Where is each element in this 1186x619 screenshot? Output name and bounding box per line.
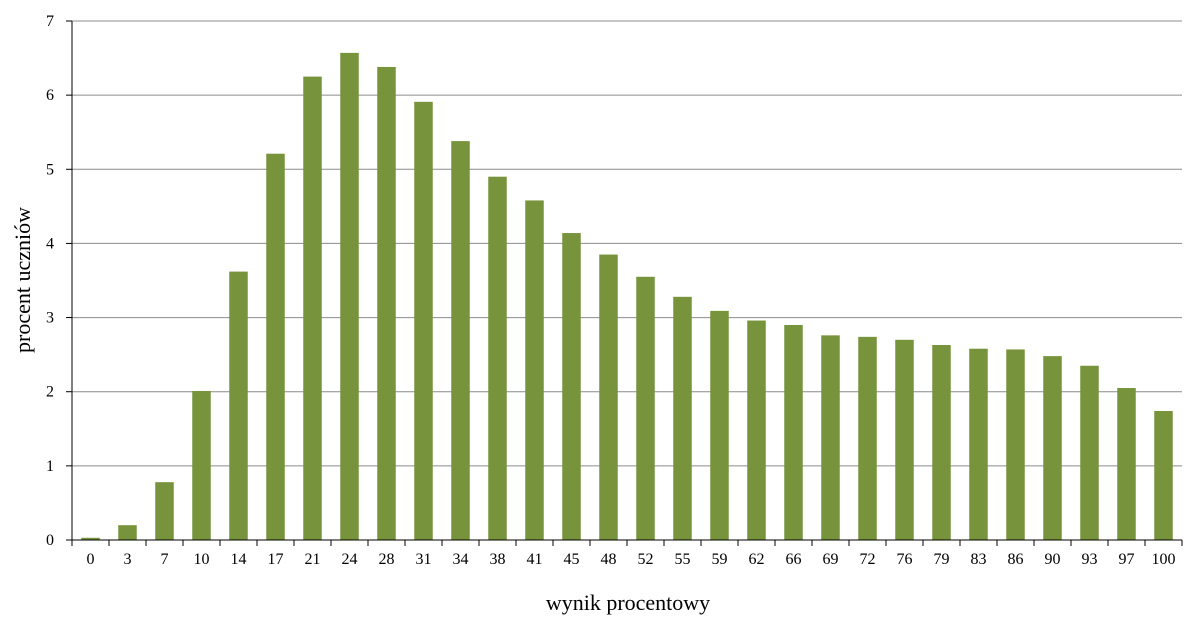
bars (81, 52, 1173, 541)
x-tick-label: 93 (1082, 551, 1098, 568)
x-tick-label: 28 (379, 551, 395, 568)
bar-83 (969, 348, 988, 540)
x-tick-label: 62 (749, 551, 765, 568)
bar-97 (1117, 388, 1136, 540)
bar-31 (414, 101, 433, 541)
x-tick-label: 59 (712, 551, 728, 568)
bar-69 (821, 335, 840, 540)
x-tick-label: 90 (1045, 551, 1061, 568)
x-tick-label: 38 (490, 551, 506, 568)
bar-10 (192, 390, 211, 540)
x-tick-label: 55 (675, 551, 691, 568)
x-tick-label: 86 (1008, 551, 1024, 568)
bar-0 (81, 537, 100, 540)
bar-38 (488, 176, 507, 540)
bar-76 (895, 339, 914, 540)
x-tick-label: 83 (971, 551, 987, 568)
x-tick-label: 66 (786, 551, 802, 568)
y-tick-label: 1 (46, 458, 54, 475)
x-tick-label: 100 (1152, 551, 1176, 568)
y-tick-label: 2 (46, 384, 54, 401)
x-tick-label: 24 (342, 551, 358, 568)
bar-100 (1154, 410, 1173, 540)
bar-90 (1043, 356, 1062, 540)
x-tick-label: 76 (897, 551, 913, 568)
bar-72 (858, 336, 877, 540)
bar-48 (599, 254, 618, 541)
x-tick-label: 10 (194, 551, 210, 568)
y-tick-label: 4 (46, 235, 54, 252)
y-axis-title: procent uczniów (10, 207, 35, 353)
y-tick-labels: 0 1 2 3 4 5 6 7 (46, 13, 54, 549)
x-tick-label: 41 (527, 551, 543, 568)
axes (66, 20, 1183, 546)
x-tick-label: 79 (934, 551, 950, 568)
bar-21 (303, 76, 322, 540)
y-tick-label: 5 (46, 161, 54, 178)
bar-86 (1006, 349, 1025, 540)
bar-34 (451, 141, 470, 540)
x-tick-labels: 0 3 7 10 14 17 21 24 28 31 34 38 41 45 48 52 55 59 62 66 69 7… (87, 551, 1176, 568)
bar-24 (340, 52, 359, 540)
x-tick-label: 34 (453, 551, 469, 568)
bar-45 (562, 233, 581, 540)
bar-14 (229, 271, 248, 540)
x-tick-label: 72 (860, 551, 876, 568)
x-tick-label: 48 (601, 551, 617, 568)
x-tick-label: 31 (416, 551, 432, 568)
x-tick-label: 52 (638, 551, 654, 568)
x-tick-label: 69 (823, 551, 839, 568)
x-tick-label: 0 (87, 551, 95, 568)
x-tick-label: 17 (268, 551, 284, 568)
bar-41 (525, 200, 544, 540)
y-tick-label: 6 (46, 87, 54, 104)
bar-52 (636, 276, 655, 540)
y-tick-label: 0 (46, 532, 54, 549)
bar-3 (118, 525, 137, 540)
x-tick-label: 97 (1119, 551, 1135, 568)
gridlines (72, 20, 1182, 467)
x-tick-label: 45 (564, 551, 580, 568)
bar-7 (155, 482, 174, 540)
bar-17 (266, 153, 285, 541)
bar-66 (784, 324, 803, 540)
y-tick-label: 7 (46, 13, 54, 30)
bar-79 (932, 345, 951, 540)
x-tick-label: 21 (305, 551, 321, 568)
x-tick-label: 7 (161, 551, 169, 568)
x-axis-title: wynik procentowy (546, 590, 710, 615)
bar-93 (1080, 365, 1099, 540)
bar-62 (747, 320, 766, 540)
x-tick-label: 14 (231, 551, 247, 568)
bar-59 (710, 310, 729, 540)
bar-28 (377, 66, 396, 541)
y-tick-label: 3 (46, 310, 54, 327)
bar-55 (673, 296, 692, 540)
x-tick-label: 3 (124, 551, 132, 568)
